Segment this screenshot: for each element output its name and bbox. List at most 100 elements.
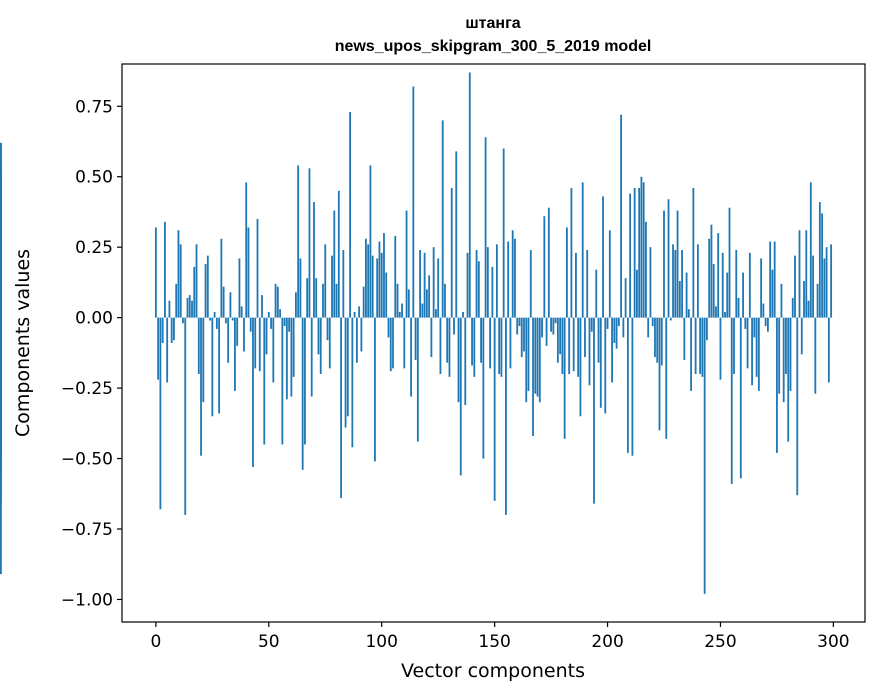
bar: [432, 247, 435, 318]
bar: [288, 317, 291, 332]
bar: [665, 317, 668, 439]
bar: [328, 317, 331, 369]
bar: [577, 317, 580, 377]
bar: [570, 188, 573, 318]
bar: [776, 317, 778, 453]
bar: [213, 312, 216, 318]
bar: [486, 247, 489, 318]
bar: [794, 255, 796, 318]
bar: [459, 317, 462, 476]
bar: [495, 244, 498, 318]
bar: [249, 317, 252, 332]
y-axis: −1.00 −0.75 −0.50 −0.25 0.00 0.25 0.50 0.75: [61, 97, 122, 610]
bar: [394, 235, 397, 318]
bar: [699, 317, 702, 374]
bar: [184, 317, 187, 515]
bar: [410, 317, 412, 397]
bar: [468, 72, 471, 318]
bar: [556, 317, 559, 363]
bar: [229, 292, 232, 318]
bar: [516, 317, 519, 335]
bar: [491, 266, 494, 318]
bar: [514, 238, 516, 318]
bar: [739, 317, 742, 479]
bar: [715, 306, 717, 318]
bar: [374, 317, 376, 462]
bar: [590, 317, 593, 332]
bar: [414, 317, 417, 360]
bar: [683, 317, 686, 360]
bar: [611, 317, 613, 383]
bar: [744, 317, 747, 329]
bar: [780, 283, 783, 318]
bar: [369, 165, 372, 318]
bar: [536, 317, 539, 397]
bar: [396, 283, 399, 318]
bar: [710, 224, 713, 318]
bar: [572, 317, 575, 372]
y-tick-label: −1.00: [61, 590, 113, 610]
bar: [771, 269, 774, 318]
bar: [290, 317, 293, 397]
bar: [283, 317, 286, 327]
bar: [687, 309, 690, 318]
bar: [737, 297, 740, 318]
bar: [769, 241, 772, 318]
bar: [527, 317, 530, 391]
bar: [387, 317, 390, 338]
bar: [803, 281, 805, 318]
bar: [696, 244, 699, 318]
bar: [385, 272, 388, 318]
bar: [742, 272, 744, 318]
bar: [827, 317, 830, 383]
bar: [276, 286, 279, 318]
bar: [376, 258, 379, 318]
bar: [805, 230, 808, 318]
bar: [812, 255, 814, 318]
bar: [159, 317, 162, 510]
bar: [565, 227, 568, 318]
bar: [292, 317, 295, 377]
bar: [430, 317, 433, 358]
bar: [796, 317, 799, 496]
y-tick-label: 0.25: [75, 238, 113, 258]
bar: [344, 317, 347, 428]
bar: [543, 216, 546, 318]
bar: [568, 317, 571, 374]
bar: [541, 317, 543, 338]
bar: [419, 250, 422, 318]
bar: [748, 252, 751, 318]
x-tick-label: 100: [365, 632, 397, 652]
bar: [674, 250, 677, 318]
bar: [358, 306, 361, 318]
bar: [349, 111, 351, 318]
bar: [615, 317, 618, 349]
bar: [236, 317, 239, 346]
bar: [263, 317, 266, 445]
bar: [355, 317, 358, 363]
bar: [301, 317, 304, 470]
bar: [383, 233, 385, 318]
bar: [285, 317, 288, 400]
bar: [593, 317, 595, 504]
bar: [717, 233, 720, 318]
bar: [505, 317, 507, 515]
bar: [238, 258, 241, 318]
x-tick-label: 0: [150, 632, 161, 652]
bar: [0, 317, 2, 327]
bar: [690, 317, 693, 391]
bar: [477, 261, 480, 318]
bar: [405, 210, 408, 318]
bar: [455, 151, 458, 318]
bar: [267, 312, 270, 318]
bar: [168, 300, 171, 318]
bar: [830, 244, 833, 318]
bar: [464, 317, 467, 405]
bar: [552, 317, 555, 335]
bar: [724, 312, 726, 318]
bar: [471, 317, 473, 366]
bar: [721, 252, 724, 318]
bar: [586, 250, 589, 318]
bar: [448, 317, 451, 377]
